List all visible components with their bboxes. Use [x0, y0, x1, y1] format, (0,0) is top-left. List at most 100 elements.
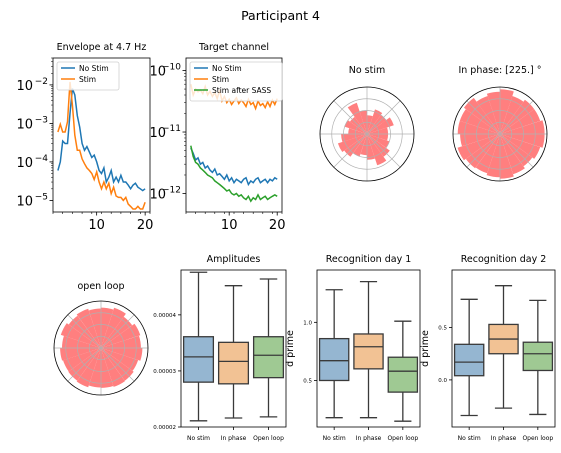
- y-tick-label: 10: [149, 65, 166, 80]
- polar-bar: [457, 120, 500, 134]
- legend-box: [189, 61, 283, 102]
- recog1-axes-frame: [316, 269, 421, 428]
- polar-inphase-chart: In phase: [225.] °: [452, 65, 548, 182]
- polar-bar: [101, 307, 114, 348]
- polar-bar: [367, 109, 383, 134]
- polar-bar: [60, 348, 101, 361]
- polar-bar: [353, 134, 367, 157]
- polar-bar: [367, 127, 389, 134]
- polar-bar: [367, 134, 390, 148]
- y-tick-exponent: −12: [162, 185, 181, 195]
- y-tick-label: 0.5: [438, 326, 447, 332]
- polar-bar: [367, 134, 387, 166]
- x-tick-label: Open loop: [253, 435, 284, 442]
- target-title: Target channel: [198, 42, 269, 53]
- polar-grid-spoke: [67, 347, 102, 382]
- y-tick-exponent: −4: [35, 154, 49, 164]
- x-tick-label: Open loop: [387, 435, 418, 442]
- series-line-stim: [57, 81, 146, 210]
- legend-label: No Stim: [79, 64, 109, 73]
- recog1-title: Recognition day 1: [326, 254, 412, 265]
- legend-label: No Stim: [212, 64, 242, 73]
- x-tick-label: 10: [88, 218, 105, 233]
- box-body: [318, 337, 350, 382]
- recog2-axes-frame: [451, 269, 556, 428]
- box-body: [353, 333, 384, 370]
- legend-label: Stim after SASS: [212, 86, 271, 95]
- polar-grid-spoke: [100, 314, 135, 349]
- polar-bar: [500, 96, 524, 134]
- polar-bar: [347, 102, 367, 134]
- polar-grid-spoke: [366, 100, 401, 135]
- polar-nostim-title: No stim: [349, 65, 386, 76]
- polar-grid-spoke: [499, 133, 534, 168]
- x-tick-label: No stim: [187, 435, 210, 442]
- x-tick-label: In phase: [491, 435, 517, 442]
- polar-grid-spoke: [67, 314, 102, 349]
- polar-bar: [359, 110, 367, 134]
- polar-outline: [319, 86, 415, 182]
- polar-openloop-chart: open loop: [53, 281, 149, 396]
- polar-bar: [367, 134, 375, 160]
- polar-bar: [341, 134, 367, 142]
- legend-box: [56, 61, 120, 91]
- y-tick-exponent: −11: [162, 124, 181, 134]
- y-tick-exponent: −10: [162, 63, 181, 73]
- amplitudes-chart: Amplitudes No stim In phase Open loop 0.0000…: [153, 254, 287, 442]
- polar-bar: [367, 134, 389, 141]
- recog1-chart: Recognition day 1 No stim In phase Open loo…: [285, 254, 421, 442]
- polar-bar: [486, 91, 500, 134]
- y-tick-label: 0.00002: [153, 425, 176, 431]
- y-tick-label: 10: [16, 117, 33, 132]
- polar-bar: [101, 348, 114, 388]
- polar-openloop-title: open loop: [77, 281, 124, 292]
- polar-grid-spoke: [333, 133, 368, 168]
- polar-outline: [53, 300, 149, 396]
- legend-label: Stim: [79, 75, 96, 84]
- figure-suptitle: Participant 4: [241, 8, 320, 23]
- polar-bar: [367, 115, 373, 134]
- polar-grid-spoke: [366, 133, 401, 168]
- polar-bar: [460, 134, 500, 147]
- polar-bar: [101, 335, 141, 348]
- y-tick-label: 10: [16, 79, 33, 94]
- legend-label: Stim: [212, 75, 229, 84]
- y-tick-label: 10: [16, 156, 33, 171]
- y-tick-label: 10: [16, 194, 33, 209]
- amplitudes-axes-frame: [180, 269, 287, 428]
- recog2-chart: Recognition day 2 No stim In phase Open loo…: [420, 254, 556, 442]
- x-tick-label: No stim: [323, 435, 346, 442]
- amplitudes-title: Amplitudes: [207, 254, 261, 265]
- y-tick-exponent: −3: [35, 115, 48, 125]
- polar-bar: [486, 134, 500, 178]
- box-body: [182, 336, 215, 383]
- polar-bar: [360, 134, 367, 156]
- polar-bar: [348, 128, 367, 134]
- polar-bar: [476, 96, 500, 134]
- polar-nostim-chart: No stim: [319, 65, 415, 182]
- y-tick-label: 10: [149, 126, 166, 141]
- polar-bar: [61, 335, 101, 348]
- y-tick-exponent: −2: [35, 77, 48, 87]
- envelope-title: Envelope at 4.7 Hz: [57, 42, 147, 53]
- x-tick-label: 20: [137, 218, 154, 233]
- box-body: [522, 341, 554, 372]
- y-tick-label: 0.00003: [153, 369, 176, 375]
- series-line-no-stim: [57, 88, 146, 192]
- x-tick-label: Open loop: [522, 435, 553, 442]
- x-tick-label: 20: [269, 218, 286, 233]
- polar-bar: [101, 348, 139, 371]
- y-tick-label: 0.00004: [153, 313, 176, 319]
- box-body: [252, 336, 285, 379]
- x-tick-label: In phase: [356, 435, 382, 442]
- box-body: [387, 356, 419, 393]
- box-body: [453, 343, 485, 377]
- box-body: [217, 341, 250, 385]
- polar-bar: [457, 134, 500, 161]
- y-tick-exponent: −5: [35, 192, 48, 202]
- recog2-title: Recognition day 2: [461, 254, 547, 265]
- polar-grid-spoke: [100, 347, 135, 382]
